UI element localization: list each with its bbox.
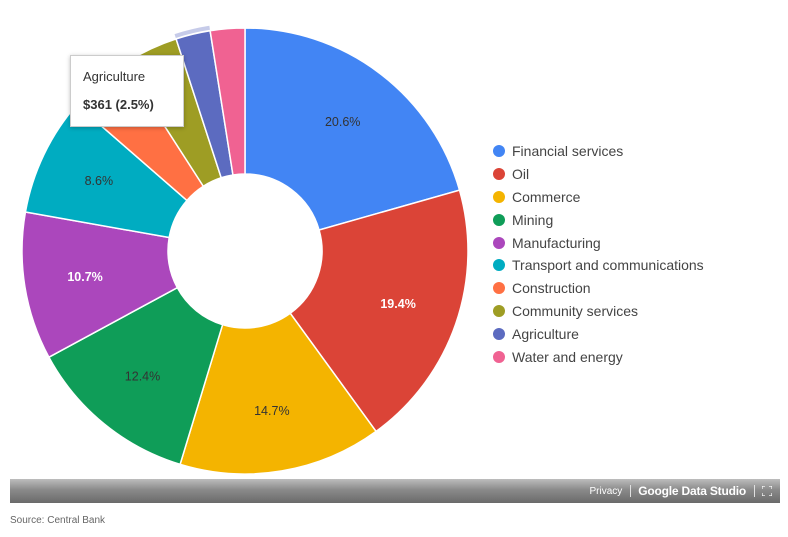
- legend-swatch: [493, 168, 505, 181]
- legend-label: Commerce: [512, 188, 581, 205]
- data-label: 10.7%: [67, 270, 102, 284]
- legend-item[interactable]: Community services: [493, 300, 704, 323]
- data-label: 8.6%: [85, 174, 114, 188]
- chart-tooltip: Agriculture $361 (2.5%): [70, 55, 184, 127]
- legend-swatch: [493, 259, 505, 272]
- slice-water-and-energy[interactable]: [209, 27, 246, 176]
- legend-swatch: [493, 327, 505, 340]
- chart-legend: Financial services Oil Commerce Mining Manuf…: [493, 140, 704, 368]
- source-note: Source: Central Bank: [10, 515, 106, 526]
- slice-manufacturing[interactable]: [21, 211, 179, 359]
- footer-divider: [630, 485, 632, 497]
- legend-item[interactable]: Transport and communications: [493, 254, 704, 277]
- embed-footer-bar: Privacy Google Data Studio: [10, 479, 780, 503]
- fullscreen-icon[interactable]: [762, 486, 772, 496]
- legend-label: Water and energy: [512, 348, 623, 365]
- legend-item[interactable]: Water and energy: [493, 345, 704, 368]
- legend-label: Community services: [512, 302, 639, 319]
- legend-item[interactable]: Agriculture: [493, 322, 704, 345]
- legend-label: Mining: [512, 211, 554, 228]
- google-data-studio-link[interactable]: Google Data Studio: [638, 484, 746, 498]
- slice-oil[interactable]: [289, 189, 469, 433]
- legend-label: Transport and communications: [512, 257, 704, 274]
- slice-financial-services[interactable]: [244, 27, 461, 231]
- legend-swatch: [493, 236, 505, 249]
- legend-swatch: [493, 190, 505, 203]
- slice-commerce[interactable]: [179, 312, 378, 475]
- data-label: 12.4%: [125, 369, 160, 383]
- legend-swatch: [493, 304, 505, 317]
- legend-item[interactable]: Oil: [493, 163, 704, 186]
- legend-swatch: [493, 282, 505, 295]
- legend-swatch: [493, 145, 505, 158]
- legend-label: Manufacturing: [512, 234, 601, 251]
- legend-label: Oil: [512, 166, 530, 183]
- legend-item[interactable]: Construction: [493, 277, 704, 300]
- slice-highlight: [174, 25, 210, 38]
- footer-divider: [754, 485, 755, 497]
- slice-mining[interactable]: [47, 286, 224, 466]
- tooltip-title: Agriculture: [83, 69, 146, 84]
- data-label: 14.7%: [254, 404, 289, 418]
- legend-label: Construction: [512, 280, 591, 297]
- legend-item[interactable]: Mining: [493, 208, 704, 231]
- privacy-link[interactable]: Privacy: [589, 485, 623, 497]
- legend-item[interactable]: Commerce: [493, 186, 704, 209]
- legend-label: Financial services: [512, 143, 624, 160]
- data-label: 20.6%: [325, 115, 360, 129]
- tooltip-value: $361 (2.5%): [83, 97, 154, 112]
- data-label: 19.4%: [380, 297, 415, 311]
- legend-label: Agriculture: [512, 325, 579, 342]
- legend-swatch: [493, 350, 505, 363]
- legend-swatch: [493, 213, 505, 226]
- legend-item[interactable]: Financial services: [493, 140, 704, 163]
- legend-item[interactable]: Manufacturing: [493, 231, 704, 254]
